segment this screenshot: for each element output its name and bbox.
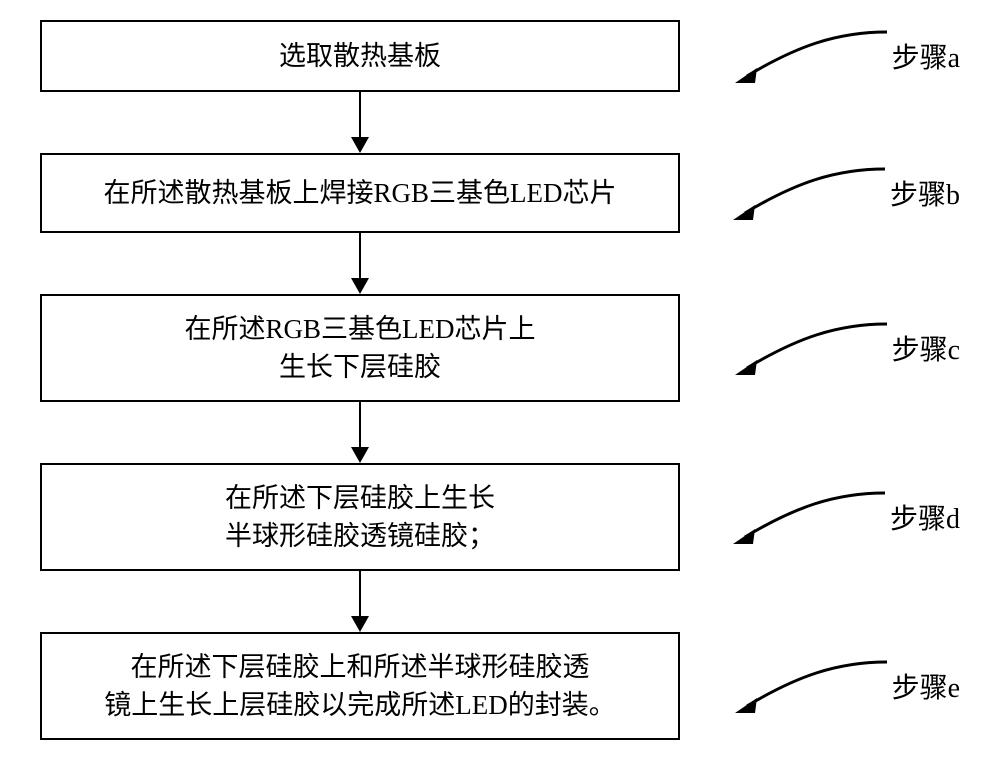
step-label: 步骤c bbox=[892, 328, 960, 368]
flow-arrow-down bbox=[351, 233, 369, 294]
flow-step-line: 生长下层硅胶 bbox=[279, 348, 441, 386]
step-label: 步骤d bbox=[890, 497, 960, 537]
flow-step-box: 在所述下层硅胶上和所述半球形硅胶透镜上生长上层硅胶以完成所述LED的封装。 bbox=[40, 632, 680, 740]
flow-arrow-down bbox=[351, 402, 369, 463]
flow-step-line: 在所述下层硅胶上和所述半球形硅胶透 bbox=[131, 648, 590, 686]
flow-step-box: 选取散热基板 bbox=[40, 20, 680, 92]
callout-arrow bbox=[725, 487, 890, 547]
flow-step-line: 在所述散热基板上焊接RGB三基色LED芯片 bbox=[104, 174, 617, 212]
flow-step-line: 镜上生长上层硅胶以完成所述LED的封装。 bbox=[104, 686, 615, 724]
flow-step-line: 选取散热基板 bbox=[279, 37, 441, 75]
callout-arrow bbox=[727, 26, 892, 86]
flow-step-line: 半球形硅胶透镜硅胶； bbox=[225, 517, 495, 555]
flow-step-box: 在所述RGB三基色LED芯片上生长下层硅胶 bbox=[40, 294, 680, 402]
flow-arrow-down bbox=[351, 571, 369, 632]
flow-step-line: 在所述RGB三基色LED芯片上 bbox=[185, 310, 536, 348]
step-label: 步骤e bbox=[892, 666, 960, 706]
step-label: 步骤b bbox=[890, 173, 960, 213]
step-label: 步骤a bbox=[892, 36, 960, 76]
flow-step-line: 在所述下层硅胶上生长 bbox=[225, 479, 495, 517]
callout-arrow bbox=[727, 656, 892, 716]
flow-step-box: 在所述下层硅胶上生长半球形硅胶透镜硅胶； bbox=[40, 463, 680, 571]
flow-step-box: 在所述散热基板上焊接RGB三基色LED芯片 bbox=[40, 153, 680, 233]
callout-arrow bbox=[725, 163, 890, 223]
flow-arrow-down bbox=[351, 92, 369, 153]
callout-arrow bbox=[727, 318, 892, 378]
